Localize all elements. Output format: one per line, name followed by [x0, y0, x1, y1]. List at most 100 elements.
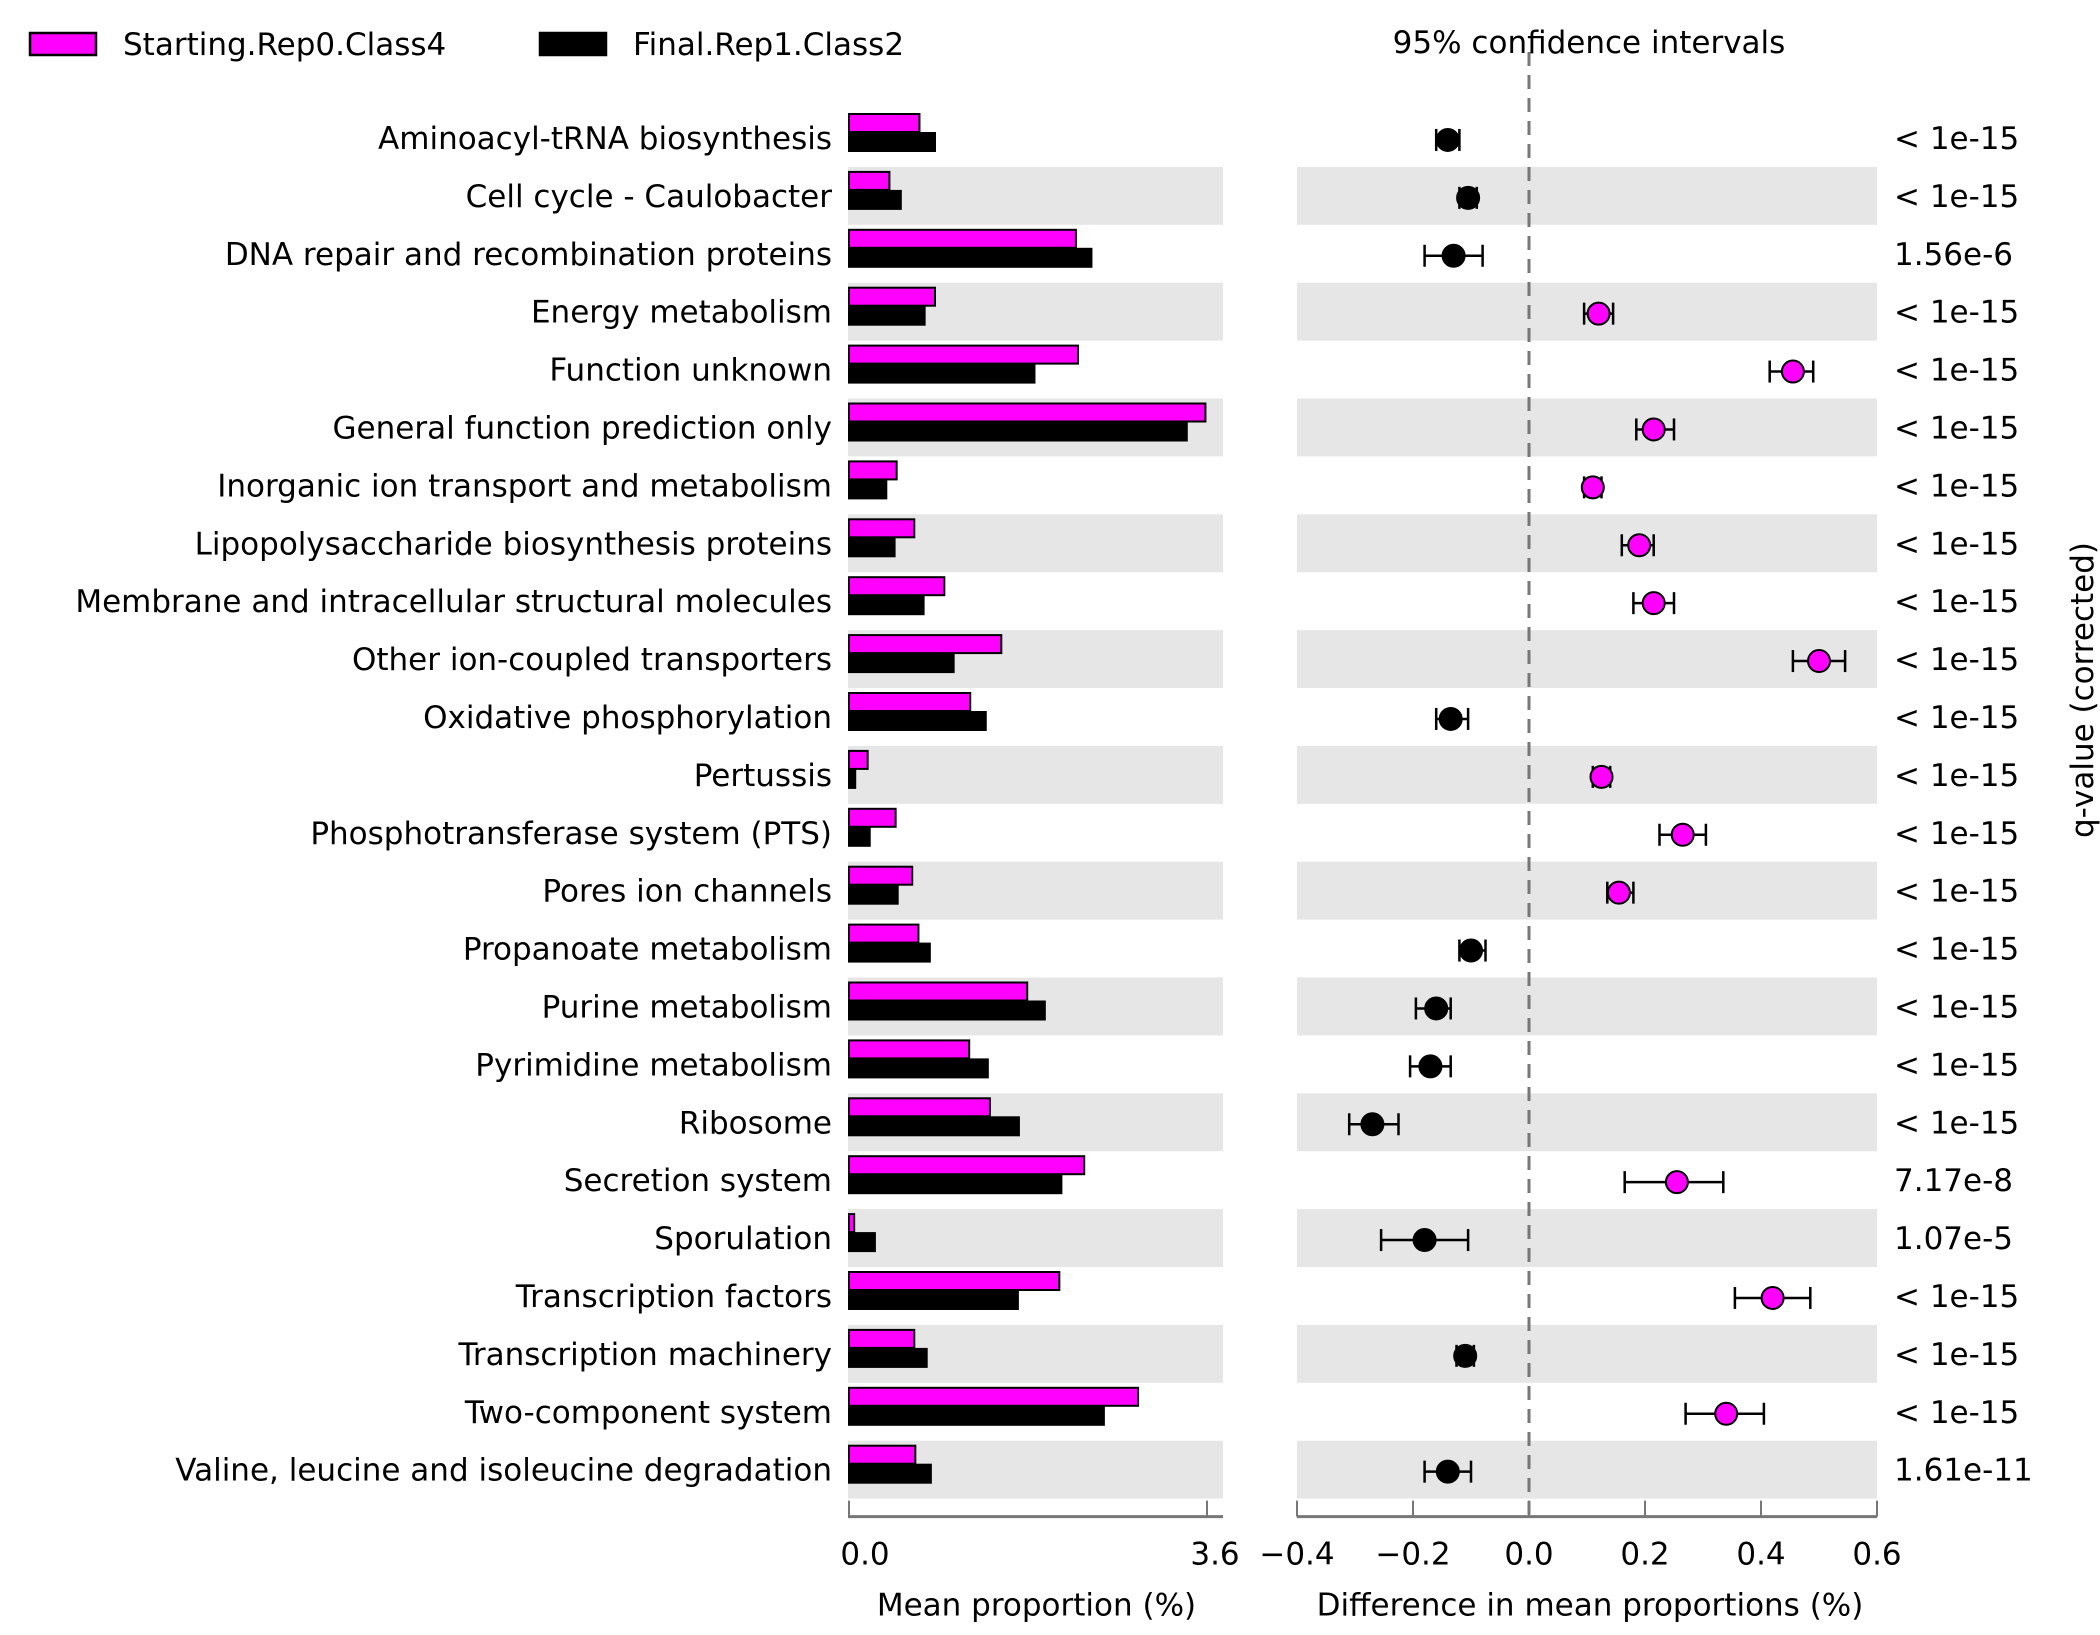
q-value-label: < 1e-15 [1894, 295, 2019, 331]
bar-starting [848, 576, 946, 597]
bar-starting [848, 1271, 1061, 1291]
q-value-label: < 1e-15 [1894, 584, 2019, 620]
category-label: Cell cycle - Caulobacter [466, 179, 833, 215]
difference-point [1760, 1285, 1785, 1310]
category-label: General function prediction only [333, 410, 832, 446]
bar-starting [848, 807, 897, 828]
q-value-label: < 1e-15 [1894, 758, 2019, 794]
bar-final [848, 826, 871, 847]
row-shade-right [1297, 861, 1877, 920]
q-value-label: < 1e-15 [1894, 642, 2019, 678]
q-value-label: 1.56e-6 [1894, 237, 2013, 273]
bar-starting [848, 1328, 916, 1349]
right-x-tick-label: −0.2 [1375, 1537, 1450, 1573]
bar-starting [848, 923, 920, 944]
bar-final [848, 189, 902, 210]
bar-final [848, 305, 926, 326]
category-label: Pyrimidine metabolism [475, 1047, 832, 1083]
bar-final [848, 247, 1093, 268]
category-label: Pertussis [694, 758, 832, 794]
bar-final [848, 711, 987, 731]
q-value-label: < 1e-15 [1894, 816, 2019, 852]
left-x-tick-label: 0.0 [840, 1537, 889, 1573]
bar-starting [848, 865, 914, 886]
right-x-tick-label: 0.0 [1504, 1537, 1553, 1573]
difference-point [1606, 880, 1631, 905]
difference-point [1586, 301, 1611, 326]
row-shade-right [1297, 630, 1877, 688]
row-shade-right [1297, 1324, 1877, 1383]
bar-final [848, 1347, 928, 1368]
q-value-label: < 1e-15 [1894, 179, 2019, 215]
category-label: Transcription machinery [457, 1337, 832, 1373]
row-shade-right [1297, 514, 1877, 573]
difference-point [1438, 706, 1463, 731]
legend-swatch [28, 31, 98, 57]
row-shade-right [1297, 1440, 1877, 1499]
q-value-label: 1.07e-5 [1894, 1221, 2013, 1257]
difference-point [1360, 1112, 1385, 1137]
row-shade-right [1297, 745, 1877, 804]
category-label: Other ion-coupled transporters [352, 642, 832, 678]
bar-starting [848, 749, 869, 770]
q-value-label: < 1e-15 [1894, 1279, 2019, 1315]
left-x-axis-label: Mean proportion (%) [877, 1588, 1196, 1624]
q-value-label: 1.61e-11 [1894, 1453, 2033, 1489]
category-label: Phosphotransferase system (PTS) [310, 816, 832, 852]
bar-starting [848, 402, 1207, 423]
bar-final [848, 537, 896, 558]
bar-final [848, 132, 936, 152]
bar-final [848, 363, 1036, 384]
difference-point [1435, 127, 1460, 152]
category-label: Ribosome [679, 1105, 832, 1141]
q-value-label: < 1e-15 [1894, 410, 2019, 446]
q-value-label: < 1e-15 [1894, 353, 2019, 389]
category-label: Aminoacyl-tRNA biosynthesis [378, 121, 832, 157]
legend-swatch [538, 31, 608, 57]
q-value-label: < 1e-15 [1894, 526, 2019, 562]
category-label: Function unknown [549, 353, 832, 389]
bar-starting [848, 634, 1003, 655]
q-value-label: < 1e-15 [1894, 700, 2019, 736]
bar-final [848, 768, 857, 789]
bar-final [848, 884, 899, 905]
bar-final [848, 421, 1188, 442]
bar-final [848, 595, 925, 616]
q-value-label: < 1e-15 [1894, 874, 2019, 910]
q-value-label: < 1e-15 [1894, 1105, 2019, 1141]
category-label: Inorganic ion transport and metabolism [217, 468, 832, 504]
difference-point [1780, 359, 1805, 384]
difference-point [1441, 243, 1466, 268]
q-value-label: < 1e-15 [1894, 989, 2019, 1025]
q-value-label: < 1e-15 [1894, 932, 2019, 968]
q-value-label: 7.17e-8 [1894, 1163, 2013, 1199]
bar-starting [848, 228, 1077, 249]
difference-point [1670, 822, 1695, 847]
right-x-tick-label: 0.2 [1620, 1537, 1669, 1573]
q-value-label: < 1e-15 [1894, 1047, 2019, 1083]
bar-starting [848, 1097, 991, 1118]
category-label: Lipopolysaccharide biosynthesis proteins [195, 526, 832, 562]
row-shade-right [1297, 166, 1877, 225]
difference-point [1418, 1054, 1443, 1079]
category-label: Transcription factors [515, 1279, 832, 1315]
q-value-label: < 1e-15 [1894, 1337, 2019, 1373]
row-shade-right [1297, 977, 1877, 1036]
legend-label: Final.Rep1.Class2 [633, 27, 904, 63]
bar-final [848, 653, 955, 674]
category-label: Sporulation [654, 1221, 832, 1257]
category-label: DNA repair and recombination proteins [225, 237, 832, 273]
bar-starting [848, 460, 898, 481]
right-x-tick-label: 0.6 [1852, 1537, 1901, 1573]
difference-point [1641, 591, 1666, 616]
right-x-axis-label: Difference in mean proportions (%) [1317, 1588, 1864, 1624]
difference-point [1412, 1228, 1437, 1253]
bar-starting [848, 113, 921, 133]
category-label: Secretion system [564, 1163, 832, 1199]
q-value-label: < 1e-15 [1894, 121, 2019, 157]
category-label: Propanoate metabolism [463, 932, 832, 968]
q-value-axis-label: q-value (corrected) [2065, 542, 2100, 838]
legend-label: Starting.Rep0.Class4 [123, 27, 446, 63]
left-x-tick-label: 3.6 [1190, 1537, 1239, 1573]
